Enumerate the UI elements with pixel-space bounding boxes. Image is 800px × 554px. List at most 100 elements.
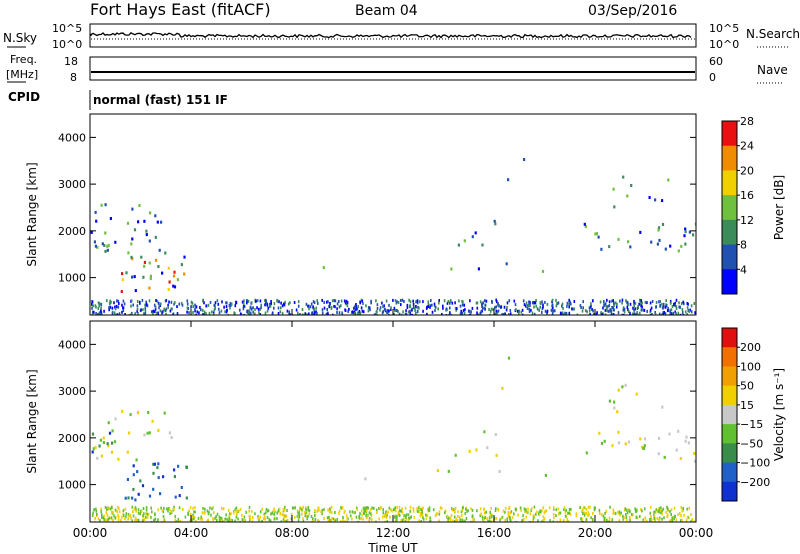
- echo-cell: [679, 457, 682, 460]
- echo-cell: [209, 300, 212, 304]
- echo-cell: [422, 506, 424, 510]
- echo-cell: [279, 310, 282, 314]
- echo-cell: [170, 510, 172, 513]
- echo-cell: [548, 506, 551, 510]
- echo-cell: [266, 309, 269, 313]
- echo-cell: [521, 308, 524, 312]
- echo-cell: [603, 439, 606, 443]
- echo-cell: [679, 313, 682, 315]
- echo-cell: [539, 305, 541, 309]
- echo-cell: [459, 515, 461, 519]
- echo-cell: [366, 514, 369, 518]
- echo-cell: [673, 506, 676, 510]
- echo-cell: [226, 309, 228, 313]
- echo-cell: [98, 304, 100, 308]
- echo-cell: [648, 196, 651, 199]
- echo-cell: [454, 306, 457, 310]
- echo-cell: [388, 309, 390, 313]
- echo-cell: [535, 299, 537, 302]
- echo-cell: [426, 312, 428, 315]
- echo-cell: [234, 304, 237, 308]
- echo-cell: [257, 307, 260, 311]
- echo-cell: [655, 508, 658, 512]
- echo-cell: [111, 311, 114, 315]
- echo-cell: [657, 452, 660, 456]
- echo-cell: [170, 300, 173, 304]
- echo-cell: [398, 513, 401, 517]
- echo-cell: [111, 441, 114, 445]
- echo-cell: [622, 175, 625, 179]
- echo-cell: [523, 158, 526, 161]
- echo-cell: [102, 516, 105, 520]
- echo-cell: [216, 512, 219, 516]
- echo-cell: [511, 516, 514, 519]
- echo-cell: [148, 494, 152, 498]
- echo-cell: [455, 519, 457, 522]
- echo-cell: [461, 506, 464, 510]
- echo-cell: [128, 313, 131, 315]
- echo-cell: [107, 243, 110, 247]
- echo-cell: [284, 505, 286, 509]
- echo-cell: [429, 516, 431, 520]
- echo-cell: [292, 520, 294, 522]
- echo-cell: [675, 518, 678, 522]
- echo-cell: [460, 311, 462, 315]
- echo-cell: [158, 248, 161, 252]
- echo-cell: [670, 508, 673, 512]
- echo-cell: [581, 520, 583, 522]
- echo-cell: [686, 515, 689, 519]
- y-tick-label: 3000: [58, 178, 86, 191]
- echo-cell: [98, 312, 100, 315]
- echo-cell: [492, 307, 495, 311]
- echo-cell: [639, 515, 641, 518]
- echo-cell: [163, 307, 165, 311]
- echo-cell: [404, 515, 407, 519]
- echo-cell: [528, 300, 530, 304]
- echo-cell: [444, 509, 447, 513]
- echo-cell: [212, 511, 215, 515]
- echo-cell: [252, 306, 254, 310]
- echo-cell: [143, 260, 146, 264]
- echo-cell: [669, 510, 671, 513]
- echo-cell: [156, 299, 159, 303]
- echo-cell: [294, 506, 296, 510]
- echo-cell: [323, 306, 326, 310]
- colorbar-segment: [722, 145, 737, 171]
- echo-cell: [502, 509, 505, 513]
- echo-cell: [312, 313, 315, 315]
- echo-cell: [581, 309, 584, 313]
- echo-cell: [178, 494, 181, 498]
- echo-cell: [388, 313, 390, 315]
- echo-cell: [91, 450, 94, 454]
- echo-cell: [680, 244, 683, 248]
- echo-cell: [433, 304, 436, 308]
- echo-cell: [168, 508, 171, 512]
- echo-cell: [449, 520, 452, 522]
- echo-cell: [581, 510, 583, 513]
- echo-cell: [637, 306, 639, 309]
- echo-cell: [633, 312, 636, 315]
- echo-cell: [522, 299, 525, 303]
- echo-cell: [142, 275, 145, 279]
- echo-cell: [397, 301, 400, 305]
- echo-cell: [270, 300, 272, 303]
- echo-cell: [495, 305, 497, 309]
- echo-cell: [608, 304, 611, 308]
- echo-cell: [613, 406, 616, 410]
- echo-cell: [450, 313, 453, 315]
- echo-cell: [250, 307, 253, 311]
- echo-cell: [235, 509, 237, 513]
- echo-cell: [480, 310, 482, 314]
- echo-cell: [260, 306, 262, 310]
- echo-cell: [94, 517, 96, 520]
- echo-cell: [484, 515, 486, 519]
- echo-cell: [95, 509, 98, 513]
- echo-cell: [675, 448, 678, 452]
- x-tick-label: 16:00: [477, 526, 512, 540]
- echo-cell: [176, 278, 179, 282]
- echo-cell: [268, 518, 270, 522]
- echo-cell: [106, 442, 109, 446]
- echo-cell: [655, 300, 658, 304]
- noise-tick-left-bottom: 10^0: [52, 38, 82, 51]
- echo-cell: [393, 312, 395, 315]
